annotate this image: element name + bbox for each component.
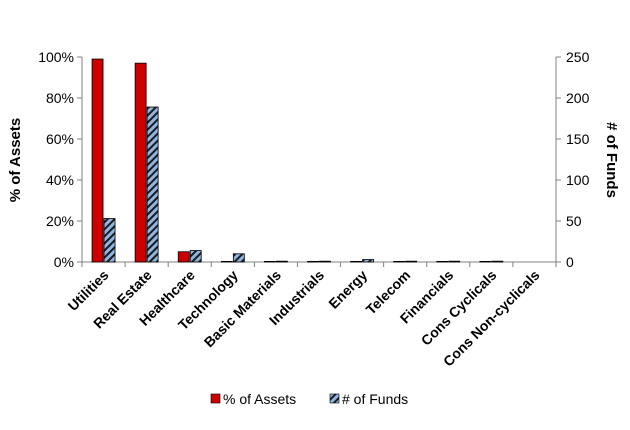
bar-assets-6	[350, 260, 362, 263]
legend-label-assets: % of Assets	[223, 391, 296, 407]
legend: % of Assets # of Funds	[210, 391, 408, 407]
y2-tick-label: 0	[566, 254, 574, 270]
category-label: Basic Materials	[201, 267, 285, 351]
bar-funds-4	[276, 260, 288, 263]
y-tick-label: 100%	[38, 49, 74, 65]
bar-funds-3	[232, 253, 245, 263]
y-axis-title: % of Assets	[7, 118, 24, 202]
legend-swatch-assets	[210, 393, 221, 404]
y2-tick-label: 150	[566, 131, 590, 147]
bar-funds-5	[319, 260, 331, 263]
legend-label-funds: # of Funds	[342, 391, 408, 407]
y2-axis-title: # of Funds	[603, 122, 620, 198]
bar-assets-2	[177, 251, 190, 263]
y2-tick-label: 250	[566, 49, 590, 65]
bar-funds-6	[362, 259, 374, 263]
bar-assets-0	[91, 58, 104, 263]
y2-tick-label: 100	[566, 172, 590, 188]
category-label: Cons Cyclicals	[418, 267, 500, 349]
bar-assets-1	[134, 62, 147, 263]
bar-funds-7	[405, 260, 418, 263]
legend-swatch-funds	[329, 393, 340, 404]
y-tick-label: 60%	[46, 131, 74, 147]
bar-funds-2	[189, 250, 202, 263]
bar-assets-9	[479, 260, 492, 263]
bar-funds-8	[448, 260, 461, 263]
bar-funds-9	[491, 260, 504, 263]
bar-assets-4	[264, 260, 276, 263]
bar-funds-0	[103, 218, 116, 263]
y-tick-label: 0%	[54, 254, 74, 270]
y-tick-label: 80%	[46, 90, 74, 106]
bar-funds-1	[146, 106, 159, 263]
y-tick-label: 20%	[46, 213, 74, 229]
bar-assets-8	[436, 260, 449, 263]
y-tick-label: 40%	[46, 172, 74, 188]
bar-assets-5	[307, 260, 319, 263]
bar-assets-7	[393, 260, 406, 263]
bar-assets-3	[220, 260, 233, 263]
y2-tick-label: 50	[566, 213, 582, 229]
plot-area: 0%20%40%60%80%100%050100150200250Utiliti…	[38, 49, 589, 369]
y2-tick-label: 200	[566, 90, 590, 106]
